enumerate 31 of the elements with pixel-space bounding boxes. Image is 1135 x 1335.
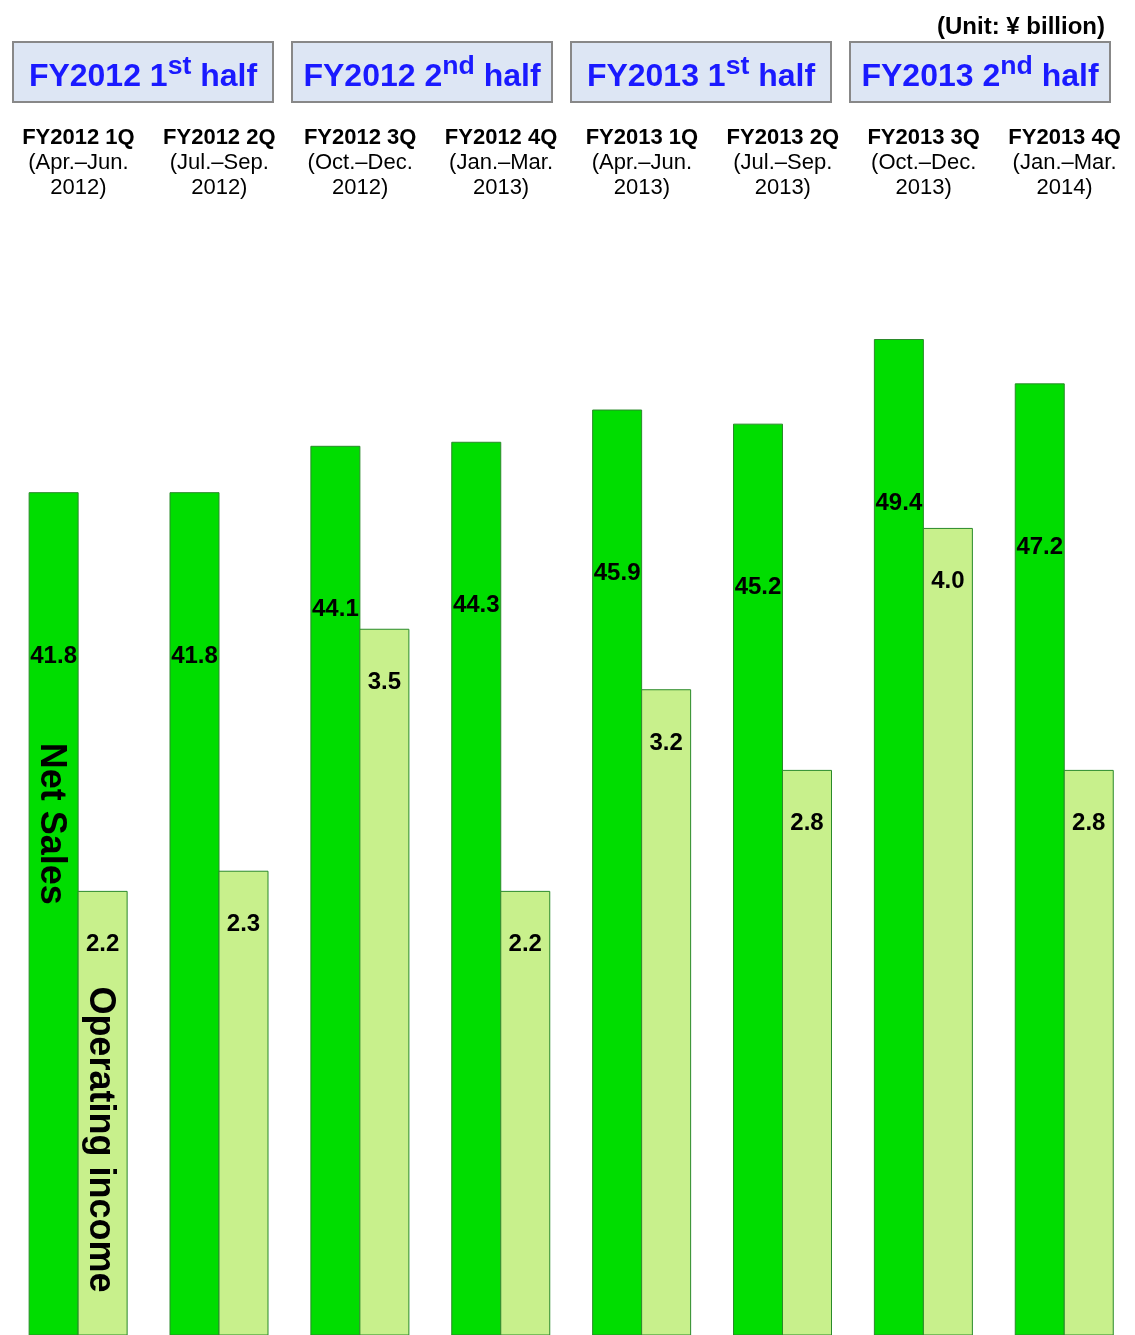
data-label: 3.5 [367, 667, 402, 695]
text: FY2013 1$^{st}$ half [586, 50, 816, 94]
data-label: 2.2 [85, 929, 120, 957]
data-label: 45.2 [734, 572, 782, 600]
data-label: 2.8 [1072, 808, 1106, 836]
data-label: 49.4 [875, 487, 923, 515]
x-tick-label: FY2013 3Q (Oct.–Dec. 2013) [867, 124, 980, 199]
data-label: 3.2 [649, 727, 683, 755]
text: FY2012 1$^{st}$ half [28, 50, 258, 94]
data-label: 2.2 [508, 929, 542, 957]
data-label: 41.8 [30, 640, 77, 668]
x-tick-label: FY2012 1Q (Apr.–Jun. 2012) [22, 124, 135, 199]
data-label: 4.0 [931, 566, 965, 594]
text: FY2012 2$^{nd}$ half [303, 50, 541, 94]
text: FY2013 2$^{nd}$ half [861, 50, 1099, 94]
data-label: 41.8 [171, 640, 218, 668]
series-label: Operating income [82, 986, 124, 1293]
data-label: 45.9 [593, 558, 641, 586]
series-label: Net Sales [33, 742, 75, 905]
data-label: 44.3 [452, 590, 500, 618]
x-tick-label: FY2012 3Q (Oct.–Dec. 2012) [303, 124, 417, 199]
data-label: 2.8 [790, 808, 824, 836]
data-label: 44.1 [312, 594, 359, 622]
data-label: 47.2 [1016, 531, 1064, 559]
data-label: 2.3 [226, 909, 261, 937]
x-tick-label: FY2012 4Q (Jan.–Mar. 2013) [444, 124, 558, 199]
text: (Unit: ¥ billion) [937, 12, 1105, 40]
x-tick-label: FY2013 2Q (Jul.–Sep. 2013) [726, 124, 840, 199]
x-tick-label: FY2013 4Q (Jan.–Mar. 2014) [1008, 124, 1121, 199]
x-tick-label: FY2012 2Q (Jul.–Sep. 2012) [163, 124, 276, 199]
x-tick-label: FY2013 1Q (Apr.–Jun. 2013) [585, 124, 699, 199]
